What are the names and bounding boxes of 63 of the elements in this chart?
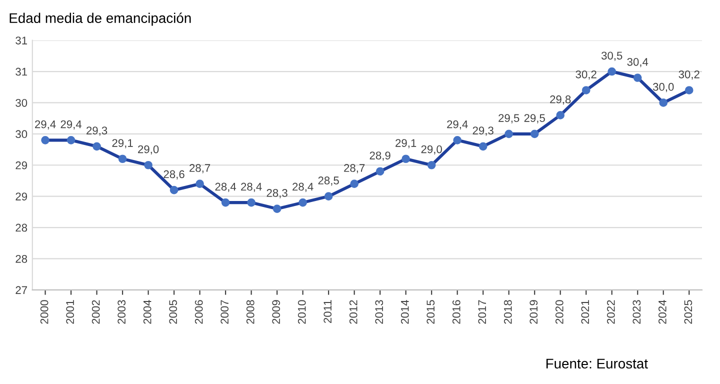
x-tick-label: 2014 <box>400 300 409 324</box>
y-tick-label: 30 <box>16 98 28 107</box>
data-label: 28,4 <box>241 182 262 192</box>
data-label: 29,4 <box>35 120 56 130</box>
x-tick-label: 2019 <box>530 300 538 324</box>
data-label: 28,5 <box>318 176 339 186</box>
data-label: 29,5 <box>524 114 545 124</box>
data-label: 30,2 <box>576 70 596 80</box>
y-tick-label: 31 <box>16 36 27 44</box>
x-tick-label: 2012 <box>349 300 358 324</box>
y-tick-label: 30 <box>16 130 28 138</box>
data-label: 28,4 <box>215 182 236 192</box>
x-tick-label: 2013 <box>375 300 384 324</box>
data-label: 29,4 <box>60 120 82 130</box>
data-label: 29,1 <box>396 139 416 148</box>
data-label: 30,5 <box>601 52 622 61</box>
data-label: 29,5 <box>498 114 520 124</box>
data-label: 28,6 <box>164 170 184 180</box>
data-label: 29,3 <box>472 126 494 136</box>
data-label: 28,7 <box>344 164 365 174</box>
x-tick-label: 2001 <box>66 300 74 324</box>
data-label: 29,8 <box>550 95 571 105</box>
x-tick-label: 2017 <box>478 300 486 324</box>
x-tick-label: 2009 <box>272 300 280 324</box>
y-tick-label: 29 <box>16 161 28 170</box>
x-tick-label: 2020 <box>555 300 564 324</box>
data-label: 28,7 <box>190 164 210 174</box>
x-tick-label: 2018 <box>504 300 512 324</box>
data-label: 29,0 <box>138 145 159 155</box>
source-note: Fuente: Eurostat <box>546 358 648 369</box>
data-label: 29,3 <box>86 126 108 136</box>
y-tick-label: 29 <box>16 192 28 200</box>
x-tick-label: 2004 <box>143 300 152 324</box>
x-tick-label: 2002 <box>92 300 100 324</box>
data-label: 29,0 <box>421 145 442 155</box>
x-tick-label: 2010 <box>298 300 306 324</box>
y-tick-label: 28 <box>16 224 28 232</box>
data-label: 29,4 <box>447 120 468 130</box>
data-label: 28,3 <box>266 189 288 198</box>
data-label: 29,1 <box>112 139 133 148</box>
data-label: 28,9 <box>370 152 390 161</box>
data-label: 28,4 <box>292 182 314 192</box>
x-tick-label: 2015 <box>426 300 435 324</box>
x-tick-label: 2011 <box>324 300 332 323</box>
y-tick-label: 27 <box>16 286 27 294</box>
x-tick-label: 2024 <box>658 300 666 324</box>
x-tick-label: 2023 <box>632 300 641 324</box>
y-tick-label: 31 <box>16 68 27 76</box>
x-tick-label: 2005 <box>169 300 178 324</box>
x-tick-label: 2022 <box>606 300 615 324</box>
x-tick-label: 2021 <box>581 300 590 324</box>
x-tick-label: 2007 <box>220 300 229 324</box>
data-label: 30,2 <box>678 70 700 80</box>
x-tick-label: 2003 <box>118 300 126 324</box>
y-tick-label: 28 <box>16 254 28 263</box>
data-label: 30,0 <box>652 82 674 92</box>
x-tick-label: 2006 <box>194 300 203 324</box>
x-tick-label: 2025 <box>684 300 692 324</box>
data-label: 30,4 <box>627 58 648 68</box>
x-tick-label: 2008 <box>246 300 254 324</box>
x-tick-label: 2016 <box>452 300 460 324</box>
chart-title: Edad media de emancipación <box>10 12 191 26</box>
x-tick-label: 2000 <box>40 300 48 324</box>
